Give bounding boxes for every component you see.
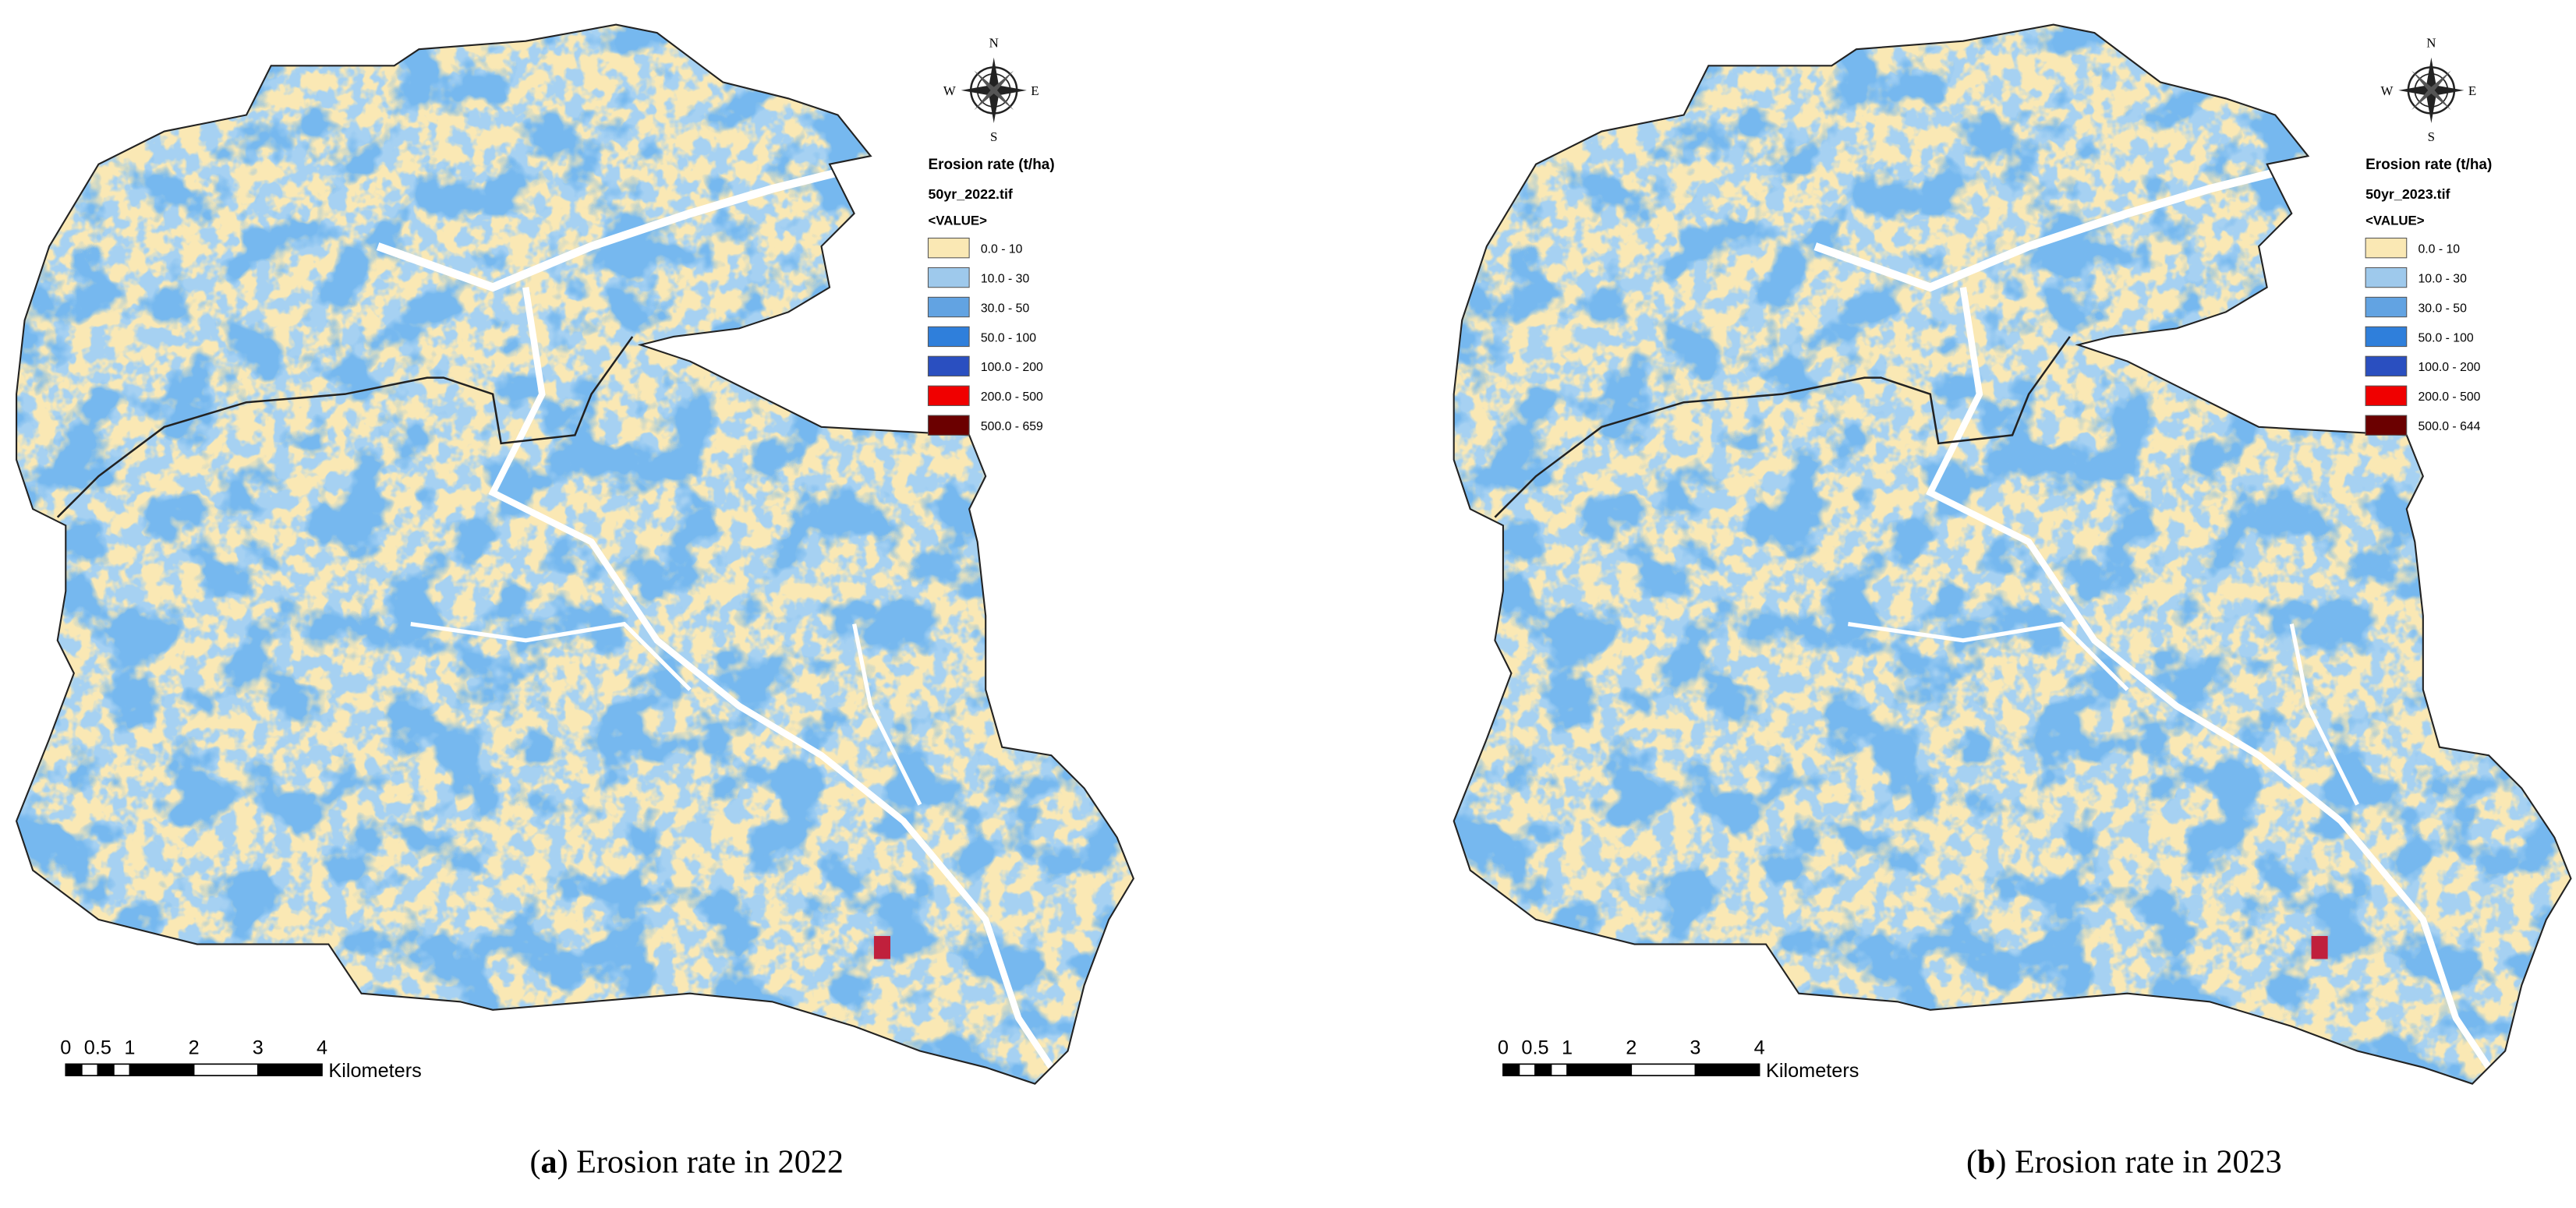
legend-label: 50.0 - 100	[981, 331, 1036, 344]
legend-title: Erosion rate (t/ha)	[2365, 157, 2492, 173]
legend: Erosion rate (t/ha) 50yr_2022.tif <VALUE> 0…	[927, 157, 1055, 436]
scale-label: 0.5	[1521, 1037, 1548, 1059]
scale-unit: Kilometers	[328, 1060, 421, 1082]
scale-label: 1	[1562, 1037, 1573, 1059]
scale-segment	[113, 1063, 131, 1076]
legend-swatch	[2365, 415, 2408, 436]
scale-label: 2	[189, 1037, 200, 1059]
figure-content: N S E W Erosion rate (t/ha) 50yr_2022.tif <VAL…	[0, 0, 2576, 1180]
compass-s: S	[2428, 129, 2435, 144]
legend-label: 100.0 - 200	[981, 361, 1043, 374]
legend: Erosion rate (t/ha) 50yr_2023.tif <VALUE> 0…	[2365, 157, 2492, 436]
legend-swatch	[2365, 237, 2408, 259]
legend-field: <VALUE>	[2365, 214, 2425, 228]
compass-s: S	[990, 129, 997, 144]
legend-swatch	[2365, 296, 2408, 318]
legend-field: <VALUE>	[928, 214, 987, 228]
legend-label: 500.0 - 644	[2419, 420, 2481, 433]
scale-segment	[1630, 1063, 1697, 1076]
scale-segment	[1502, 1063, 1520, 1076]
scale-label: 4	[317, 1037, 327, 1059]
scale-segment	[1566, 1063, 1633, 1076]
legend-title: Erosion rate (t/ha)	[928, 157, 1054, 173]
legend-label: 0.0 - 10	[2419, 242, 2461, 256]
scale-label: 0	[1498, 1037, 1509, 1059]
legend-label: 30.0 - 50	[981, 302, 1030, 315]
scale-label: 4	[1754, 1037, 1765, 1059]
legend-swatch	[2365, 385, 2408, 406]
legend-swatch	[2365, 326, 2408, 348]
legend-label: 500.0 - 659	[981, 420, 1043, 433]
caption-text: ) Erosion rate in 2022	[557, 1143, 844, 1180]
compass-rose: N S E W	[2381, 36, 2477, 144]
scale-segment	[80, 1063, 99, 1076]
scale-unit: Kilometers	[1766, 1060, 1859, 1082]
map-panel: N S E W Erosion rate (t/ha) 50yr_2023.tif <VAL…	[1438, 0, 2576, 1180]
legend-swatch	[2365, 355, 2408, 377]
legend-file: 50yr_2023.tif	[2365, 186, 2450, 202]
scale-segment	[1694, 1063, 1760, 1076]
scale-label: 1	[124, 1037, 135, 1059]
legend-label: 30.0 - 50	[2419, 302, 2468, 315]
legend-file: 50yr_2022.tif	[928, 186, 1012, 202]
legend-swatch	[927, 415, 970, 436]
caption-label: a	[541, 1143, 557, 1180]
compass-w: W	[943, 83, 956, 98]
legend-swatch	[927, 326, 970, 348]
scale-label: 2	[1626, 1037, 1637, 1059]
legend-label: 10.0 - 30	[981, 272, 1030, 285]
legend-label: 50.0 - 100	[2419, 331, 2474, 344]
legend-swatch	[927, 267, 970, 288]
compass-n: N	[989, 36, 999, 51]
compass-e: E	[2468, 83, 2476, 98]
scale-segment	[1518, 1063, 1536, 1076]
compass-star	[974, 70, 1014, 111]
legend-label: 0.0 - 10	[981, 242, 1023, 256]
caption-text: ) Erosion rate in 2023	[1995, 1143, 2281, 1180]
compass-e: E	[1031, 83, 1039, 98]
scale-label: 0.5	[84, 1037, 111, 1059]
legend-swatch	[927, 385, 970, 406]
compass-rose: N S E W	[943, 36, 1039, 144]
scale-label: 0	[60, 1037, 71, 1059]
legend-label: 100.0 - 200	[2419, 361, 2481, 374]
scale-segment	[193, 1063, 259, 1076]
legend-label: 200.0 - 500	[981, 390, 1043, 404]
scale-segment	[97, 1063, 115, 1076]
caption: (b) Erosion rate in 2023	[1966, 1143, 2282, 1180]
scale-label: 3	[253, 1037, 264, 1059]
scale-segment	[257, 1063, 323, 1076]
map-panel: N S E W Erosion rate (t/ha) 50yr_2022.tif <VAL…	[0, 0, 1150, 1180]
legend-swatch	[2365, 267, 2408, 288]
scale-label: 3	[1690, 1037, 1700, 1059]
caption: (a) Erosion rate in 2022	[530, 1143, 844, 1180]
scale-segment	[1534, 1063, 1552, 1076]
legend-label: 200.0 - 500	[2419, 390, 2481, 404]
compass-n: N	[2426, 36, 2436, 51]
scale-segment	[65, 1063, 83, 1076]
legend-label: 10.0 - 30	[2419, 272, 2468, 285]
legend-swatch	[927, 355, 970, 377]
scale-segment	[129, 1063, 195, 1076]
compass-star	[2411, 70, 2451, 111]
caption-prefix: (	[530, 1143, 541, 1180]
legend-swatch	[927, 296, 970, 318]
caption-prefix: (	[1966, 1143, 1977, 1180]
scale-segment	[1550, 1063, 1568, 1076]
caption-label: b	[1977, 1143, 1995, 1180]
legend-swatch	[927, 237, 970, 259]
compass-w: W	[2381, 83, 2394, 98]
